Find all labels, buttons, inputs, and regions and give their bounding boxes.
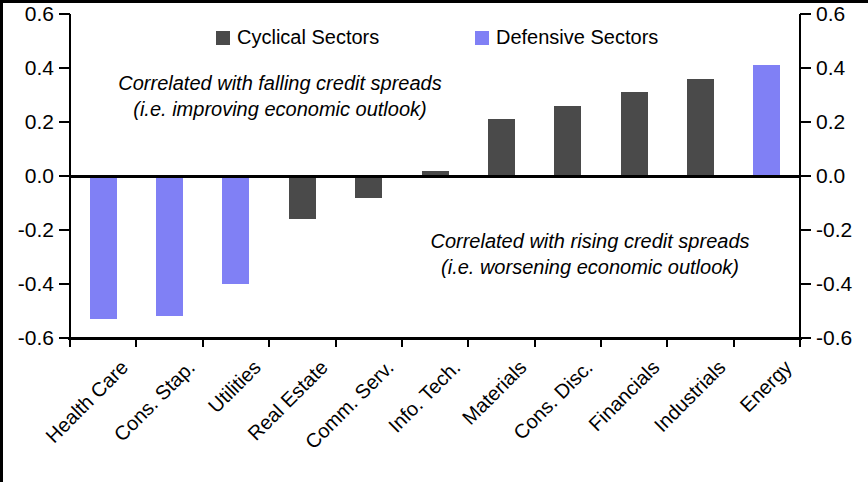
legend: Cyclical Sectors Defensive Sectors xyxy=(0,26,868,48)
bar-real-estate xyxy=(289,176,316,219)
y-tick-left xyxy=(59,175,70,177)
y-axis-tick-label-left: -0.6 xyxy=(0,325,54,351)
annotation-falling-spreads: Correlated with falling credit spreads (… xyxy=(60,70,500,123)
x-tick xyxy=(600,338,602,347)
x-tick xyxy=(733,338,735,347)
x-tick xyxy=(666,338,668,347)
y-tick-right xyxy=(800,175,811,177)
y-tick-left xyxy=(59,229,70,231)
y-tick-right xyxy=(800,121,811,123)
defensive-swatch-icon xyxy=(475,31,489,45)
y-tick-right xyxy=(800,337,811,339)
y-tick-right xyxy=(800,67,811,69)
x-tick xyxy=(268,338,270,347)
zero-line xyxy=(70,175,800,178)
legend-label-defensive: Defensive Sectors xyxy=(496,26,658,49)
x-axis xyxy=(68,337,802,340)
legend-item-defensive: Defensive Sectors xyxy=(475,26,658,49)
annotation-rising-line1: Correlated with rising credit spreads xyxy=(375,228,805,254)
image-top-border xyxy=(0,0,868,3)
bar-health-care xyxy=(90,176,117,319)
bar-cons-disc xyxy=(554,106,581,176)
y-tick-left xyxy=(59,121,70,123)
y-tick-right xyxy=(800,229,811,231)
x-tick xyxy=(69,338,71,347)
y-axis-tick-label-left: -0.2 xyxy=(0,217,54,243)
bar-materials xyxy=(488,119,515,176)
x-axis-label-utilities: Utilities xyxy=(204,356,266,418)
x-axis-label-info-tech: Info. Tech. xyxy=(384,356,465,437)
bar-cons-stap xyxy=(156,176,183,316)
y-tick-left xyxy=(59,13,70,15)
cyclical-swatch-icon xyxy=(216,31,230,45)
y-axis-tick-label-right: 0.0 xyxy=(816,163,845,189)
y-axis-tick-label-right: -0.2 xyxy=(816,217,852,243)
annotation-falling-line2: (i.e. improving economic outlook) xyxy=(60,96,500,122)
bar-financials xyxy=(621,92,648,176)
x-tick xyxy=(202,338,204,347)
bar-industrials xyxy=(687,79,714,176)
y-tick-left xyxy=(59,67,70,69)
x-tick xyxy=(467,338,469,347)
x-tick xyxy=(401,338,403,347)
y-axis-tick-label-right: 0.4 xyxy=(816,55,845,81)
bar-utilities xyxy=(222,176,249,284)
annotation-rising-line2: (i.e. worsening economic outlook) xyxy=(375,254,805,280)
x-axis-label-industrials: Industrials xyxy=(650,356,731,437)
y-axis-tick-label-left: 0.0 xyxy=(0,163,54,189)
legend-item-cyclical: Cyclical Sectors xyxy=(216,26,379,49)
x-tick xyxy=(135,338,137,347)
y-axis-tick-label-left: 0.4 xyxy=(0,55,54,81)
annotation-falling-line1: Correlated with falling credit spreads xyxy=(60,70,500,96)
y-axis-tick-label-right: -0.4 xyxy=(816,271,852,297)
y-tick-right xyxy=(800,13,811,15)
y-axis-tick-label-right: 0.2 xyxy=(816,109,845,135)
y-axis-tick-label-right: 0.6 xyxy=(816,1,845,27)
bar-comm-serv xyxy=(355,176,382,198)
x-tick xyxy=(335,338,337,347)
legend-label-cyclical: Cyclical Sectors xyxy=(237,26,379,49)
y-axis-tick-label-left: 0.6 xyxy=(0,1,54,27)
correlation-bar-chart: Cyclical Sectors Defensive Sectors Corre… xyxy=(0,0,868,482)
y-axis-tick-label-left: 0.2 xyxy=(0,109,54,135)
annotation-rising-spreads: Correlated with rising credit spreads (i… xyxy=(375,228,805,281)
x-tick xyxy=(799,338,801,347)
y-axis-tick-label-right: -0.6 xyxy=(816,325,852,351)
bar-energy xyxy=(753,65,780,176)
y-tick-right xyxy=(800,283,811,285)
x-tick xyxy=(534,338,536,347)
x-axis-label-energy: Energy xyxy=(736,356,797,417)
y-axis-tick-label-left: -0.4 xyxy=(0,271,54,297)
y-tick-left xyxy=(59,283,70,285)
